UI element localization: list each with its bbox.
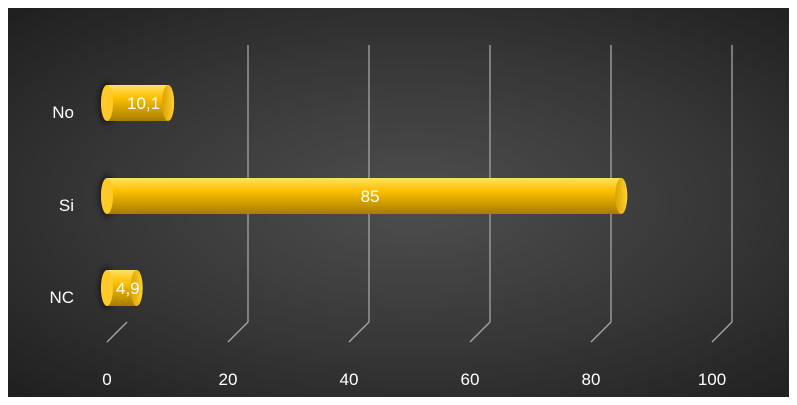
x-tick-label: 20 [219, 370, 238, 389]
bar-body [101, 178, 628, 214]
category-label: No [52, 103, 74, 122]
bar-start-cap [101, 85, 113, 121]
floor-gridline [469, 321, 491, 343]
category-label: Si [59, 196, 74, 215]
x-tick-label: 100 [698, 370, 726, 389]
floor-gridline [711, 321, 733, 343]
bar-end-cap [615, 178, 628, 214]
labels: 0 20 40 60 80 100 No Si NC 10,1 85 4,9 [49, 94, 726, 389]
data-label: 85 [361, 187, 380, 206]
category-label: NC [49, 288, 74, 307]
bar-no [99, 82, 175, 124]
x-tick-label: 0 [102, 370, 111, 389]
x-tick-label: 80 [582, 370, 601, 389]
bar-body [101, 85, 175, 121]
bars [99, 82, 628, 309]
floor-gridline [227, 321, 249, 343]
data-label: 4,9 [116, 279, 140, 298]
x-tick-label: 40 [340, 370, 359, 389]
floor-gridline [348, 321, 370, 343]
x-tick-label: 60 [461, 370, 480, 389]
bar-si [99, 175, 628, 217]
bar-end-cap [162, 85, 175, 121]
data-label: 10,1 [127, 94, 160, 113]
bar-end-cap [130, 270, 143, 306]
floor-gridline [106, 321, 128, 343]
bar-start-cap [101, 270, 113, 306]
bar-nc [99, 267, 143, 309]
bar-start-cap [101, 178, 113, 214]
floor-gridline [590, 321, 612, 343]
